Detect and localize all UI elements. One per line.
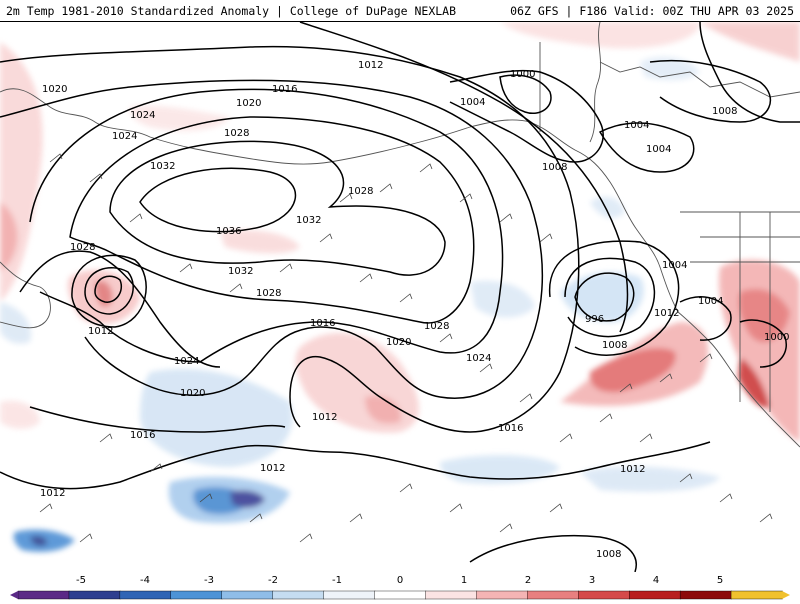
colorbar-tick-label: -4: [140, 575, 150, 586]
isobar-label: 1028: [224, 128, 249, 139]
colorbar-segment: [629, 590, 681, 600]
colorbar-tick-label: -3: [204, 575, 214, 586]
colorbar-segment: [68, 590, 121, 600]
isobar-label: 1020: [180, 388, 205, 399]
isobar-label: 1024: [466, 353, 491, 364]
isobar-label: 1020: [236, 98, 261, 109]
colorbar-tick-label: 3: [588, 575, 596, 586]
colorbar-segment: [374, 590, 427, 600]
isobar-label: 1004: [698, 296, 723, 307]
isobar-label: 1012: [358, 60, 383, 71]
isobar-label: 1016: [310, 318, 335, 329]
colorbar-segment: [578, 590, 630, 600]
isobar-label: 1028: [424, 321, 449, 332]
colorbar-tick-label: -5: [76, 575, 86, 586]
isobar-label: 1008: [542, 162, 567, 173]
colorbar-segment: [170, 590, 223, 600]
isobar-label: 1012: [654, 308, 679, 319]
isobar-label: 1036: [216, 226, 241, 237]
colorbar-segment: [17, 590, 70, 600]
colorbar-low-arrow: [10, 591, 18, 599]
colorbar-segment: [679, 590, 732, 600]
isobar-label: 1008: [602, 340, 627, 351]
isobar-label: 1032: [228, 266, 253, 277]
isobar-label: 1012: [88, 326, 113, 337]
anomaly-map-svg: 1012 1020 1016 1020 1024 1024 1028 1000 …: [0, 22, 800, 572]
isobar-contours: [0, 22, 800, 572]
isobar-label: 1016: [498, 423, 523, 434]
isobar-label: 1004: [646, 144, 671, 155]
product-title: 2m Temp 1981-2010 Standardized Anomaly |…: [6, 4, 457, 18]
isobar-label: 1016: [130, 430, 155, 441]
isobar-label: 1012: [260, 463, 285, 474]
anomaly-colorbar: -5 -4 -3 -2 -1 0 1 2 3 4 5: [0, 572, 800, 600]
colorbar-segment: [527, 590, 579, 600]
isobar-label: 1000: [510, 69, 535, 80]
isobar-label: 1004: [460, 97, 485, 108]
isobar-label: 1024: [174, 356, 199, 367]
map-header: 2m Temp 1981-2010 Standardized Anomaly |…: [0, 0, 800, 22]
isobar-label: 1016: [272, 84, 297, 95]
isobar-label: 1004: [624, 120, 649, 131]
isobar-label: 1008: [712, 106, 737, 117]
colorbar-segment: [425, 590, 478, 600]
isobar-labels: 1012 1020 1016 1020 1024 1024 1028 1000 …: [40, 60, 789, 560]
isobar-label: 1032: [150, 161, 175, 172]
isobar-label: 1020: [386, 337, 411, 348]
colorbar-segment: [730, 590, 783, 600]
weather-map: 1012 1020 1016 1020 1024 1024 1028 1000 …: [0, 22, 800, 572]
isobar-label: 996: [585, 314, 604, 325]
colorbar-tick-label: 1: [460, 575, 468, 586]
colorbar-segment: [476, 590, 529, 600]
colorbar-tick-label: -2: [268, 575, 278, 586]
isobar-label: 1020: [42, 84, 67, 95]
warm-anomaly-shading: [0, 22, 800, 442]
colorbar-high-arrow: [782, 591, 790, 599]
isobar-label: 1032: [296, 215, 321, 226]
colorbar-tick-label: 5: [716, 575, 724, 586]
colorbar-tick-label: 2: [524, 575, 532, 586]
isobar-label: 1004: [662, 260, 687, 271]
isobar-label: 1012: [620, 464, 645, 475]
colorbar-segment: [323, 590, 376, 600]
colorbar-segment: [272, 590, 325, 600]
isobar-label: 1028: [256, 288, 281, 299]
wind-barbs: [39, 153, 773, 543]
coastlines: [0, 22, 800, 448]
isobar-label: 1012: [40, 488, 65, 499]
colorbar-tick-label: 0: [396, 575, 404, 586]
isobar-label: 1000: [764, 332, 789, 343]
isobar-label: 1028: [348, 186, 373, 197]
colorbar-svg: [10, 590, 790, 600]
isobar-label: 1028: [70, 242, 95, 253]
isobar-label: 1024: [112, 131, 137, 142]
model-valid-time: 06Z GFS | F186 Valid: 00Z THU APR 03 202…: [510, 4, 794, 18]
colorbar-tick-label: -1: [332, 575, 342, 586]
colorbar-segment: [119, 590, 172, 600]
colorbar-segment: [221, 590, 274, 600]
isobar-label: 1012: [312, 412, 337, 423]
isobar-label: 1008: [596, 549, 621, 560]
isobar-label: 1024: [130, 110, 155, 121]
colorbar-tick-label: 4: [652, 575, 660, 586]
